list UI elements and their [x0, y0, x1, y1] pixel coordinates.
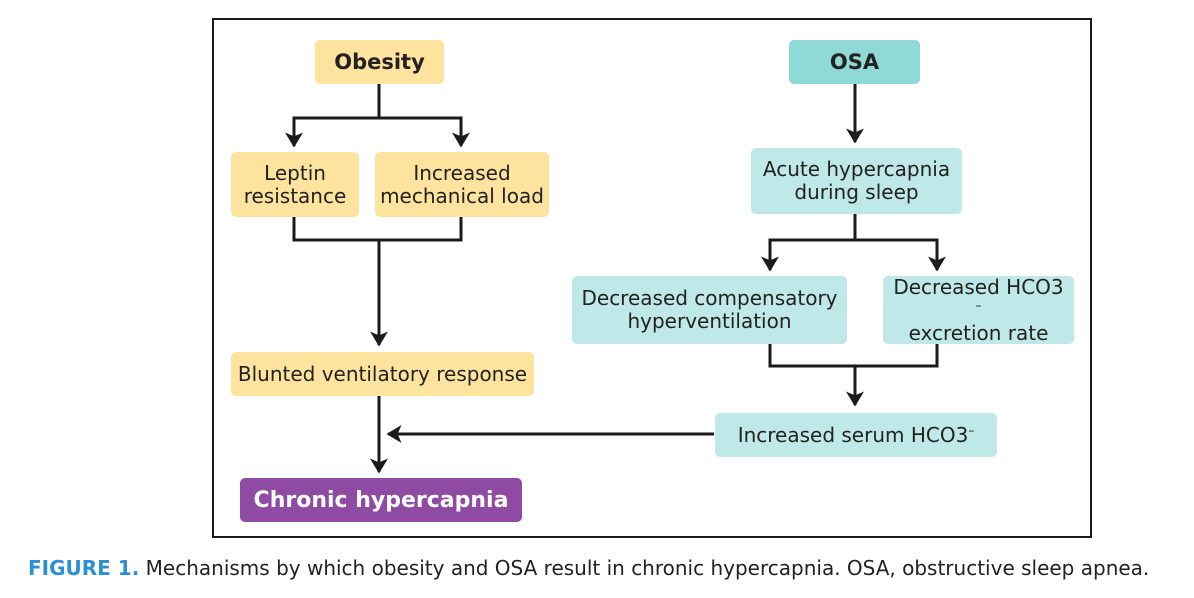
- acute-split-arrow-left: [761, 214, 857, 272]
- decreased-hco3-excretion-box: Decreased HCO3– excretion rate: [883, 274, 1074, 345]
- osa-label: OSA: [829, 49, 880, 74]
- chronic-label: Chronic hypercapnia: [253, 487, 509, 513]
- decreased-hco3-line-2: excretion rate: [908, 320, 1049, 345]
- decreased-comp-line-2: hyperventilation: [627, 309, 792, 333]
- blunted-ventilatory-box: Blunted ventilatory response: [231, 352, 534, 396]
- caption-label: FIGURE 1.: [28, 556, 140, 580]
- obesity-label: Obesity: [334, 49, 425, 74]
- leptin-resistance-box: Leptin resistance: [231, 152, 359, 217]
- osa-box: OSA: [789, 40, 920, 84]
- chronic-hypercapnia-box: Chronic hypercapnia: [240, 478, 522, 522]
- merge-to-blunted-arrow: [292, 217, 463, 345]
- mechanical-load-box: Increased mechanical load: [375, 152, 549, 217]
- mechanical-line-1: Increased: [413, 160, 511, 185]
- acute-line-1: Acute hypercapnia: [762, 157, 951, 181]
- acute-split-arrow-right: [855, 238, 946, 272]
- obesity-split-arrow-right: [379, 116, 470, 148]
- acute-line-2: during sleep: [794, 180, 919, 204]
- decreased-hco3-line-1: Decreased HCO3–: [893, 274, 1064, 312]
- serum-label: Increased serum HCO3–: [737, 422, 975, 447]
- bicarbonate-charge: –: [975, 297, 982, 312]
- blunted-label: Blunted ventilatory response: [237, 361, 528, 386]
- leptin-line-1: Leptin: [264, 160, 326, 185]
- decreased-compensatory-box: Decreased compensatory hyperventilation: [572, 276, 847, 344]
- merge-to-serum-arrow: [768, 344, 939, 405]
- obesity-split-arrow-left: [285, 83, 381, 148]
- mechanical-line-2: mechanical load: [380, 183, 544, 208]
- decreased-comp-line-1: Decreased compensatory: [581, 286, 838, 310]
- caption-text: Mechanisms by which obesity and OSA resu…: [139, 556, 1150, 580]
- obesity-box: Obesity: [315, 40, 444, 84]
- figure-caption: FIGURE 1. Mechanisms by which obesity an…: [28, 556, 1149, 580]
- increased-serum-hco3-box: Increased serum HCO3–: [715, 413, 997, 457]
- leptin-line-2: resistance: [243, 183, 347, 208]
- serum-charge: –: [968, 422, 975, 437]
- acute-hypercapnia-box: Acute hypercapnia during sleep: [751, 148, 962, 214]
